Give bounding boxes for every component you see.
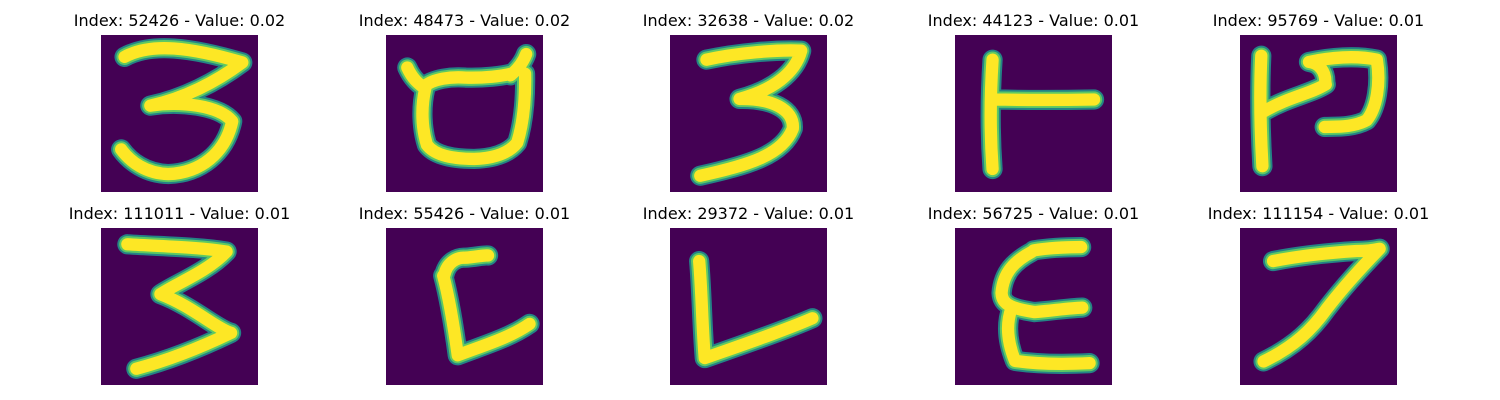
digit-image [1240,35,1397,192]
digit-glyph [955,228,1112,385]
panel-title: Index: 52426 - Value: 0.02 [73,11,286,30]
digit-glyph [1240,35,1397,192]
panel-title: Index: 44123 - Value: 0.01 [927,11,1140,30]
panel-title: Index: 111154 - Value: 0.01 [1207,204,1430,223]
digit-panel: Index: 55426 - Value: 0.01 [322,193,607,385]
digit-glyph [101,35,258,192]
panel-title: Index: 29372 - Value: 0.01 [642,204,855,223]
digit-image [955,228,1112,385]
panel-title: Index: 95769 - Value: 0.01 [1212,11,1425,30]
panel-title: Index: 32638 - Value: 0.02 [642,11,855,30]
digit-glyph [670,35,827,192]
digit-panel: Index: 111154 - Value: 0.01 [1176,193,1461,385]
digit-image [955,35,1112,192]
digit-image [386,35,543,192]
digit-panel: Index: 56725 - Value: 0.01 [891,193,1176,385]
digit-image [101,228,258,385]
digit-glyph [386,35,543,192]
digit-panel: Index: 48473 - Value: 0.02 [322,0,607,192]
digit-panel: Index: 111011 - Value: 0.01 [37,193,322,385]
digit-glyph [101,228,258,385]
panel-title: Index: 55426 - Value: 0.01 [358,204,571,223]
digit-image [670,35,827,192]
digit-glyph [670,228,827,385]
digit-panel: Index: 44123 - Value: 0.01 [891,0,1176,192]
panel-title: Index: 111011 - Value: 0.01 [68,204,291,223]
digit-image [1240,228,1397,385]
digit-image [101,35,258,192]
digit-panel: Index: 29372 - Value: 0.01 [606,193,891,385]
digit-image [386,228,543,385]
digit-glyph [1240,228,1397,385]
panel-title: Index: 48473 - Value: 0.02 [358,11,571,30]
digit-panel: Index: 32638 - Value: 0.02 [606,0,891,192]
digit-panel: Index: 52426 - Value: 0.02 [37,0,322,192]
digit-panel: Index: 95769 - Value: 0.01 [1176,0,1461,192]
digit-image [670,228,827,385]
panel-title: Index: 56725 - Value: 0.01 [927,204,1140,223]
digit-glyph [386,228,543,385]
digit-glyph [955,35,1112,192]
